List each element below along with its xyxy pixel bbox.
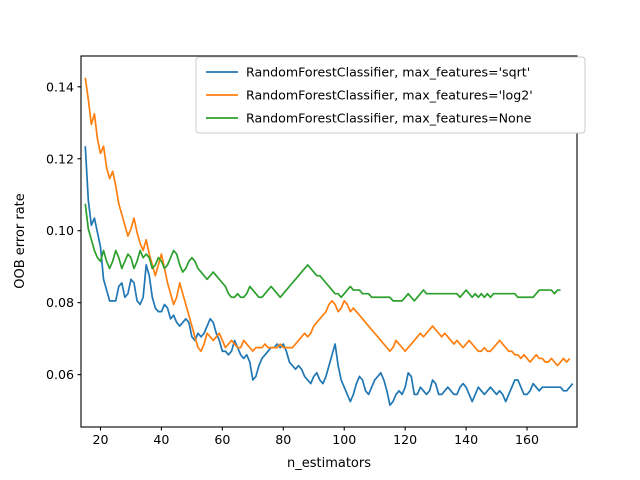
legend[interactable]: RandomForestClassifier, max_features='sq… [195, 56, 586, 134]
axes-spines [80, 55, 578, 428]
x-tick-label: 20 [92, 432, 108, 447]
y-tick-label: 0.06 [46, 367, 74, 382]
x-tick-label: 140 [454, 432, 478, 447]
series-line-2 [84, 203, 561, 302]
legend-label-1[interactable]: RandomForestClassifier, max_features='lo… [246, 88, 533, 103]
x-tick-label: 160 [515, 432, 539, 447]
legend-label-2[interactable]: RandomForestClassifier, max_features=Non… [246, 111, 532, 126]
series-line-0 [84, 146, 574, 407]
y-tick-label: 0.08 [46, 295, 74, 310]
x-axis-label: n_estimators [287, 456, 371, 471]
y-tick-label: 0.14 [46, 79, 74, 94]
y-tick-label: 0.12 [46, 151, 74, 166]
x-tick-label: 120 [393, 432, 417, 447]
legend-label-0[interactable]: RandomForestClassifier, max_features='sq… [246, 65, 530, 80]
x-tick-label: 100 [332, 432, 356, 447]
data-lines [84, 77, 574, 407]
x-tick-label: 40 [153, 432, 169, 447]
tick-marks [77, 86, 528, 431]
legend-box [195, 56, 586, 134]
tick-labels: 20 40 60 80 100 120 140 160 0.06 0.08 0.10 0.12 0.14 [46, 79, 539, 447]
y-axis-label: OOB error rate [13, 193, 28, 289]
x-tick-label: 80 [275, 432, 291, 447]
y-tick-label: 0.10 [46, 223, 74, 238]
x-tick-label: 60 [214, 432, 230, 447]
series-line-1 [84, 77, 571, 367]
